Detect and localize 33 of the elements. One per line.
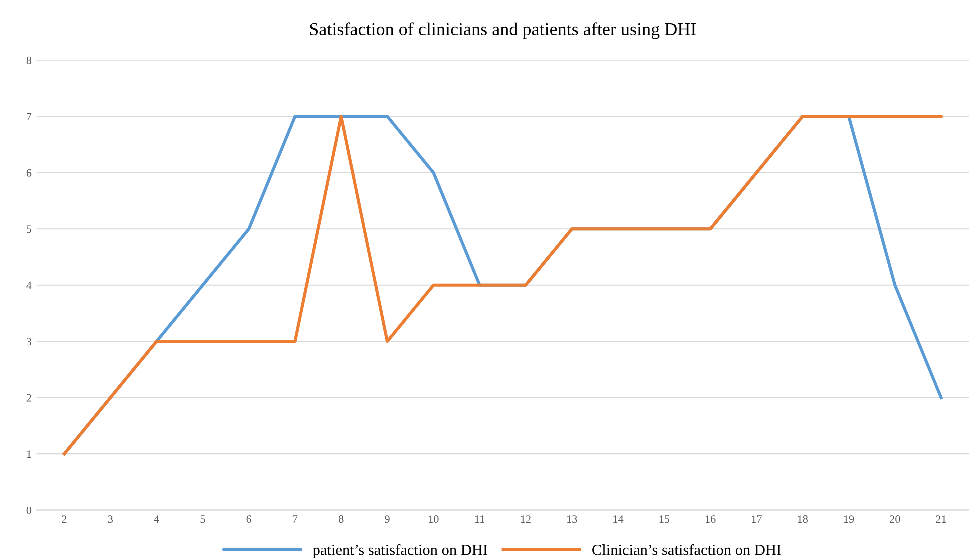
line-series [62,115,943,456]
x-tick-label: 17 [752,516,762,523]
y-tick-label: 8 [26,56,32,64]
y-tick-label: 3 [26,338,32,346]
legend-label: patient’s satisfaction on DHI [313,544,488,558]
y-tick-label: 5 [27,226,32,234]
legend-label: Clinician’s satisfaction on DHI [592,544,782,556]
x-tick-label: 6 [246,516,252,524]
x-tick-label: 13 [568,516,578,524]
x-tick-label: 14 [614,516,624,523]
x-tick-label: 18 [798,516,808,524]
chart-title: Satisfaction of clinicians and patients after using DHI [310,22,696,40]
x-tick-label: 21 [936,516,946,523]
x-tick-label: 2 [62,516,67,523]
y-tick-label: 6 [26,169,32,177]
x-tick-label: 10 [429,516,439,524]
x-tick-label: 9 [385,516,390,524]
y-tick-label: 7 [27,113,32,120]
x-tick-label: 16 [706,516,716,524]
x-tick-label: 8 [339,516,344,524]
x-tick-label: 12 [521,516,531,523]
x-tick-label: 3 [108,516,113,524]
x-tick-label: 20 [890,516,900,524]
x-tick-label: 19 [844,516,854,524]
x-tick-label: 15 [660,516,670,524]
x-tick-label: 4 [154,516,160,523]
y-tick-label: 4 [26,282,32,290]
y-tick-label: 2 [26,394,32,402]
x-tick-label: 11 [475,516,485,523]
x-tick-label: 7 [293,516,298,523]
y-tick-label: 1 [27,450,32,458]
y-tick-label: 0 [26,506,32,514]
x-tick-label: 5 [200,516,206,524]
